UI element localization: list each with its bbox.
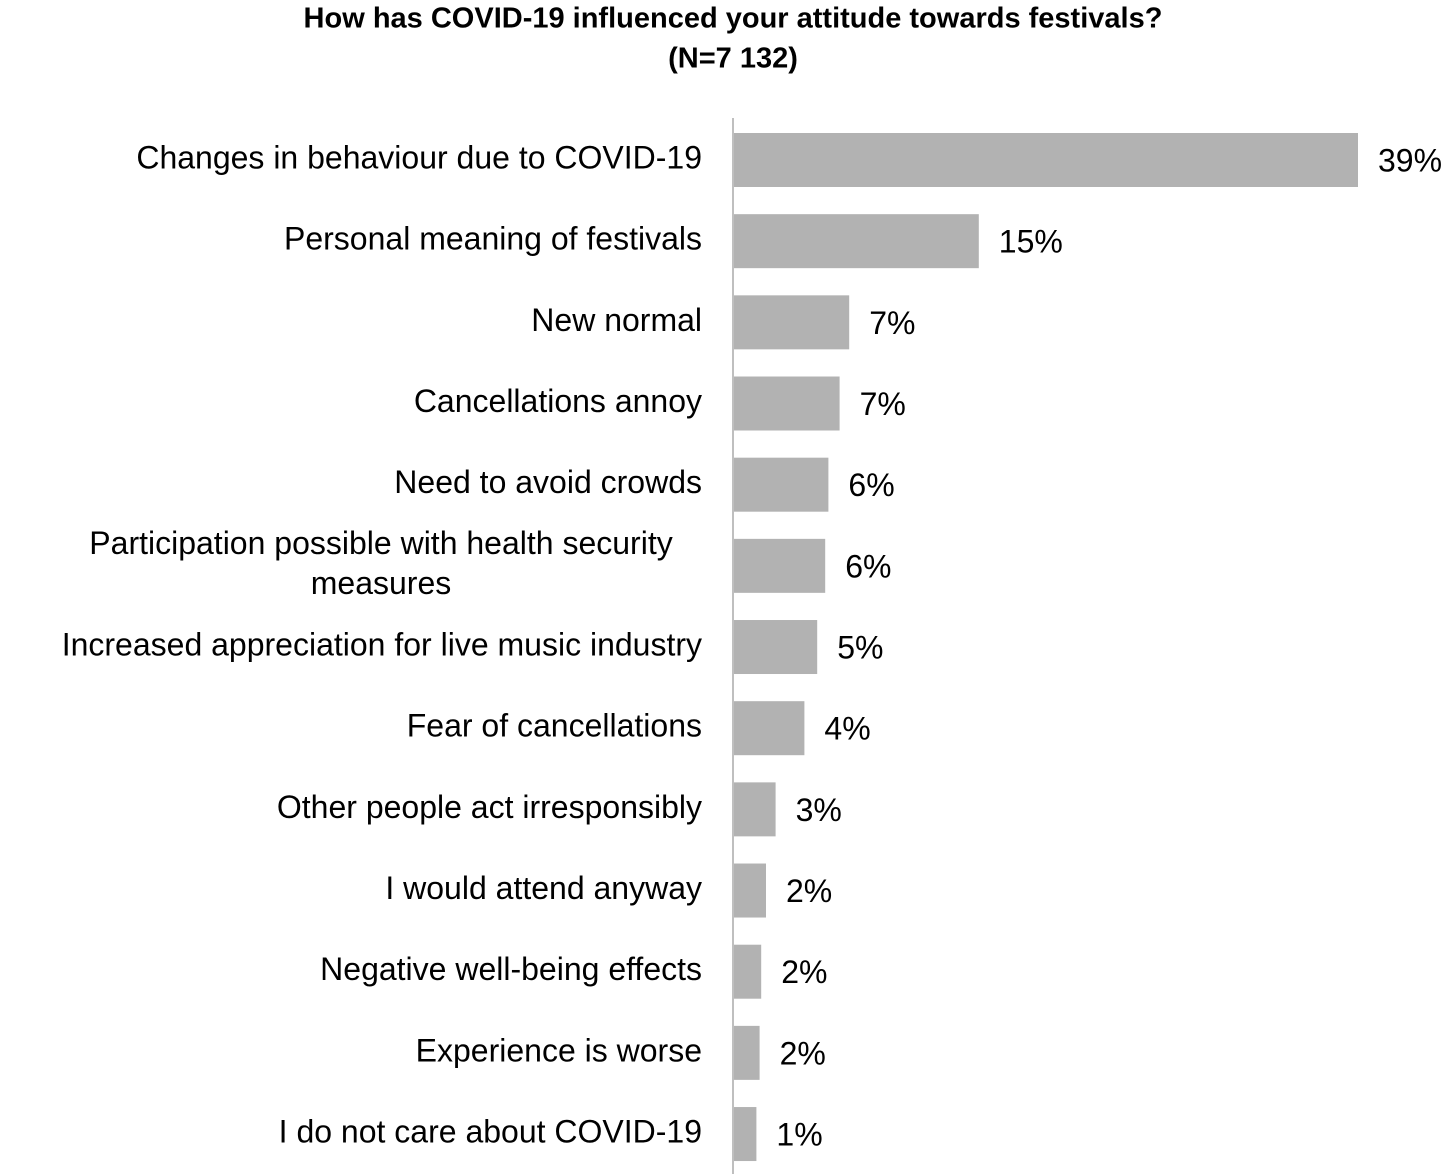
bar [734,538,826,593]
value-label: 7% [860,386,906,422]
value-label: 5% [837,629,883,665]
bar [734,376,840,431]
bar [734,944,762,999]
category-label: Increased appreciation for live music in… [62,626,702,662]
category-label: Fear of cancellations [407,708,702,744]
category-label: Experience is worse [416,1032,702,1068]
bar [734,214,979,269]
value-label: 2% [786,873,832,909]
value-label: 15% [999,224,1063,260]
category-label: Other people act irresponsibly [277,789,702,825]
bar [734,1107,757,1162]
category-label: Need to avoid crowds [394,464,702,500]
value-label: 6% [848,467,894,503]
value-label: 2% [780,1035,826,1071]
chart-title: How has COVID-19 influenced your attitud… [304,3,1163,35]
category-label: Personal meaning of festivals [284,221,702,257]
bar [734,457,829,512]
bar [734,620,818,675]
value-label: 2% [781,954,827,990]
category-label: I would attend anyway [385,870,702,906]
bar [734,782,776,837]
category-label: Cancellations annoy [414,383,702,419]
value-label: 39% [1378,142,1442,178]
bar [734,1025,760,1080]
category-label: Changes in behaviour due to COVID-19 [136,139,702,175]
value-label: 1% [776,1116,822,1152]
category-label: Negative well-being effects [320,951,702,987]
chart-subtitle: (N=7 132) [668,43,798,75]
value-label: 3% [796,792,842,828]
value-label: 7% [869,305,915,341]
bar [734,133,1358,187]
category-label: New normal [531,302,702,338]
bar [734,701,805,756]
category-label: Participation possible with health secur… [89,525,672,601]
bar [734,863,766,918]
value-label: 4% [824,711,870,747]
bar [734,295,850,350]
category-label: I do not care about COVID-19 [279,1113,702,1149]
value-label: 6% [845,548,891,584]
